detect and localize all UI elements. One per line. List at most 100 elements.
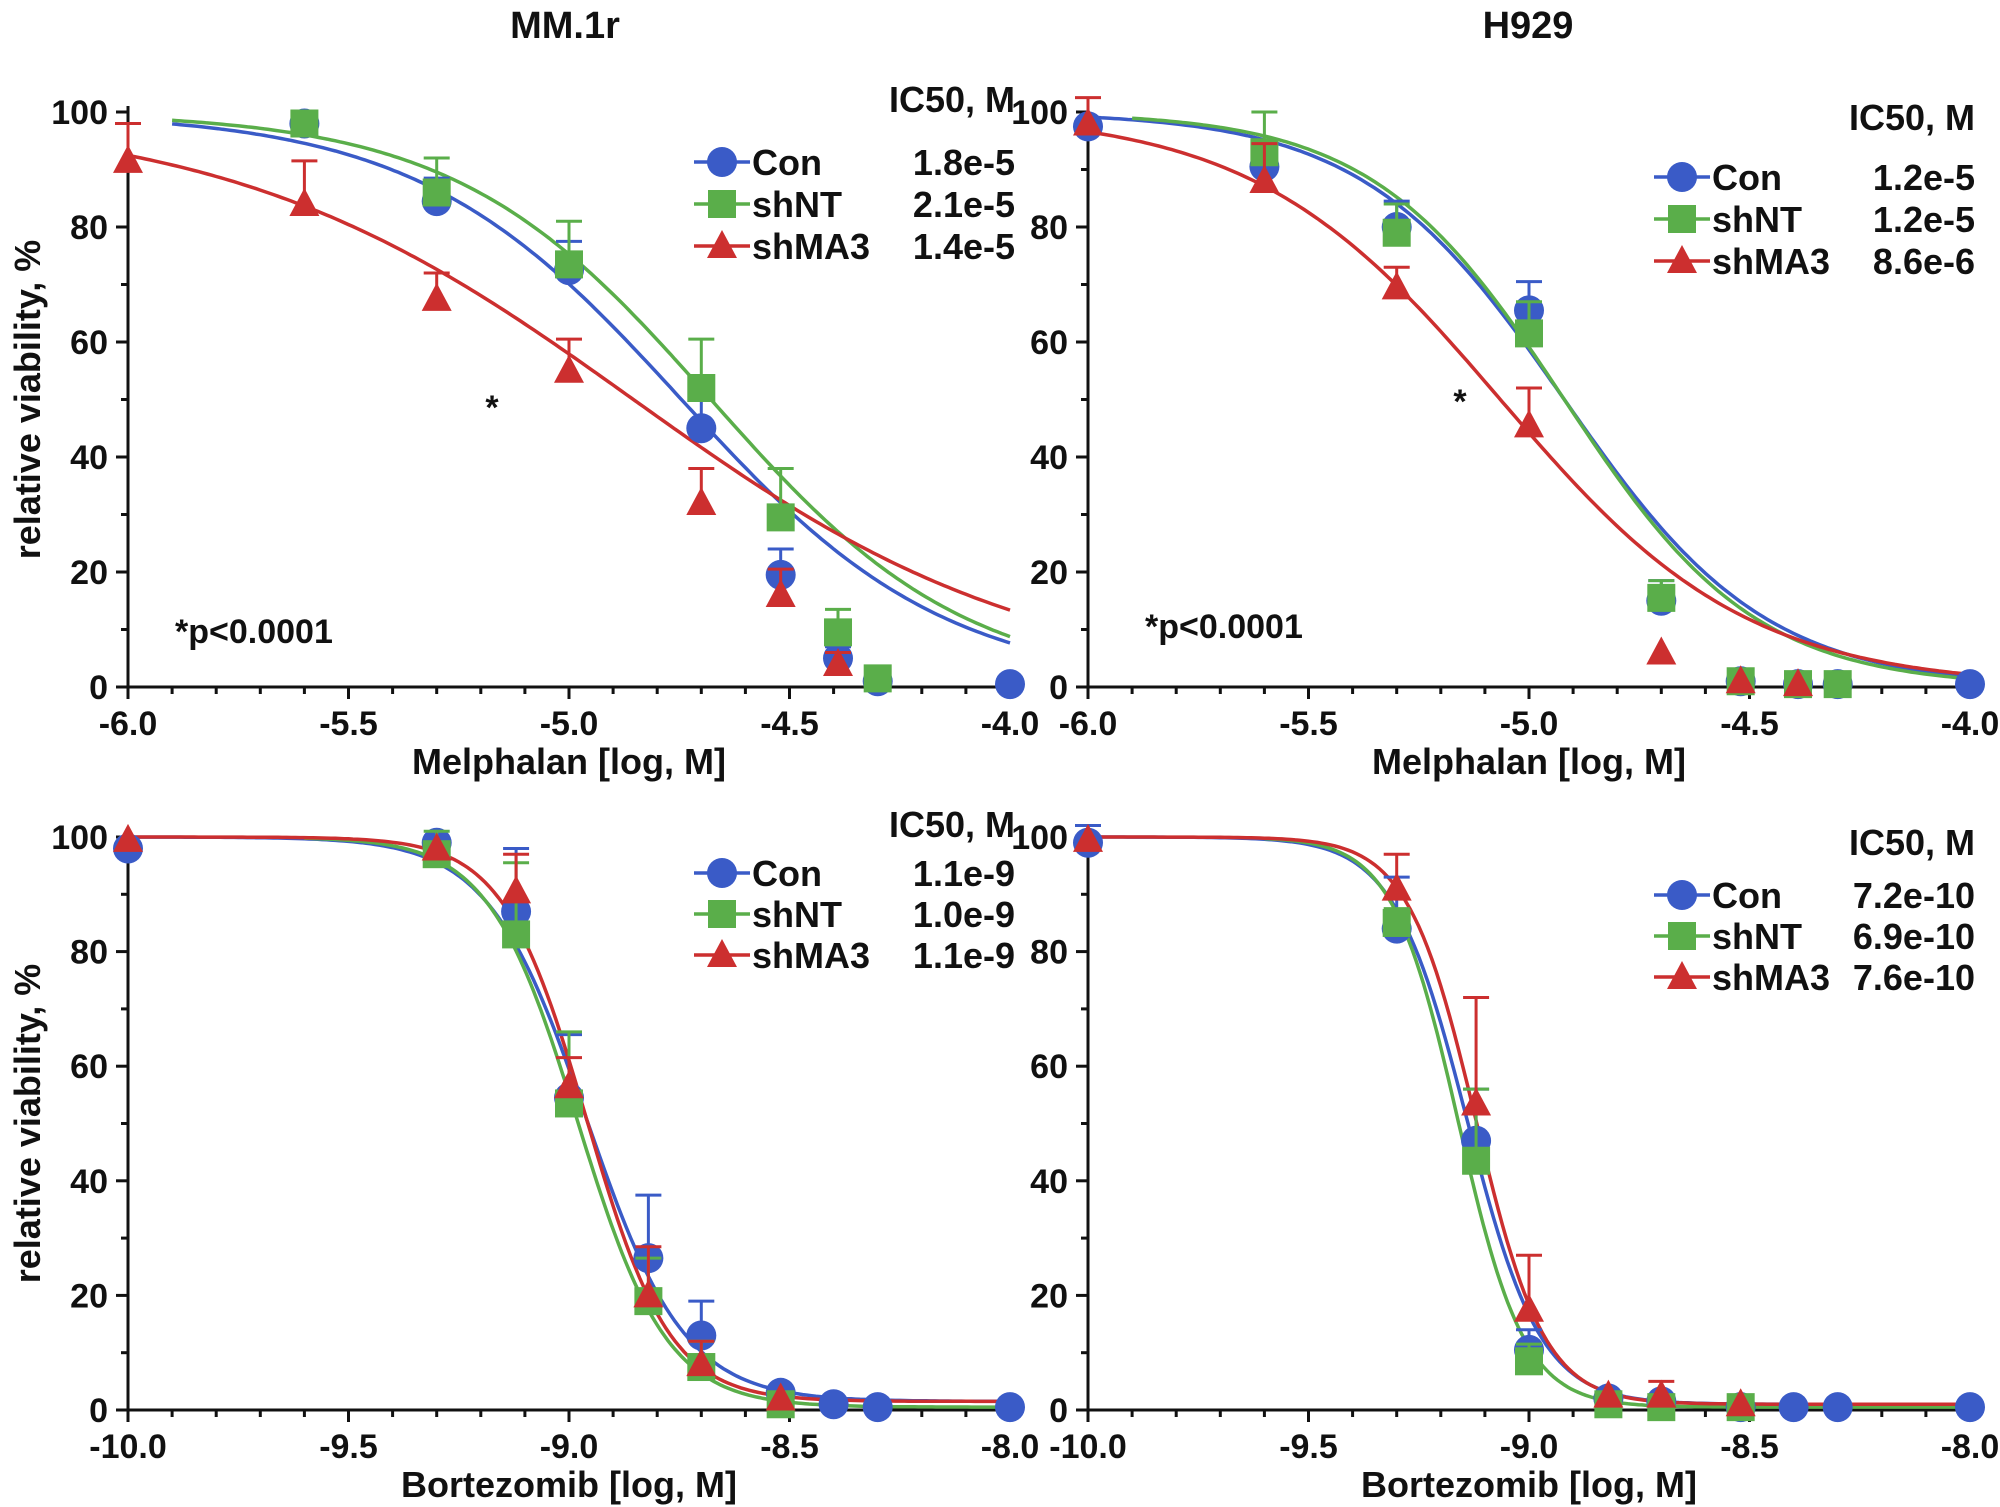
x-tick-label: -4.0	[1941, 705, 2000, 743]
data-point-shMA3	[1783, 668, 1814, 697]
data-point-Con	[1955, 669, 1985, 700]
legend-ic50-shMA3: 1.1e-9	[913, 935, 1015, 976]
legend-label-shMA3: shMA3	[752, 935, 870, 976]
panel-3: 0 20 40 60 80 100 -10.0 -9.5 -9.0 -8.5 -8.0 Bortezo…	[1011, 819, 1999, 1505]
panel-1: 0 20 40 60 80 100 -6.0 -5.5 -5.0 -4.5 -4.0 Melphala…	[1011, 94, 1999, 782]
data-point-shMA3	[765, 1382, 796, 1411]
x-tick-label: -4.5	[1720, 705, 1779, 743]
y-tick-label: 0	[1049, 669, 1068, 707]
data-point-Con	[818, 1389, 849, 1420]
data-point-shMA3	[1249, 165, 1280, 193]
y-tick-label: 20	[1030, 554, 1068, 592]
legend-ic50-Con: 1.8e-5	[913, 142, 1015, 183]
legend-ic50-Con: 7.2e-10	[1853, 875, 1975, 916]
data-point-shNT	[422, 178, 451, 207]
y-tick-label: 40	[70, 439, 108, 477]
data-point-shNT	[824, 618, 853, 647]
data-point-Con	[686, 1320, 717, 1351]
x-tick-label: -10.0	[89, 1428, 167, 1466]
data-point-shMA3	[765, 579, 796, 607]
data-point-shMA3	[1646, 636, 1677, 665]
y-tick-label: 0	[89, 1392, 108, 1430]
legend-marker-shNT	[708, 190, 736, 218]
legend-marker-shMA3	[1667, 245, 1697, 273]
y-tick-label: 20	[70, 1277, 108, 1315]
y-tick-label: 20	[70, 554, 108, 592]
data-point-shNT	[1382, 908, 1411, 937]
data-point-shMA3	[1461, 1087, 1492, 1116]
fit-curve-Con	[127, 835, 1010, 1404]
data-point-Con	[1778, 1392, 1809, 1423]
y-tick-label: 60	[1030, 1048, 1068, 1086]
data-point-Con	[995, 1392, 1025, 1423]
legend-label-shMA3: shMA3	[1712, 241, 1830, 282]
data-point-shNT	[1823, 670, 1852, 699]
y-tick-label: 60	[70, 324, 108, 362]
x-tick-label: -4.5	[760, 705, 819, 743]
x-axis-title: Melphalan [log, M]	[1372, 741, 1686, 782]
legend-marker-Con	[1667, 880, 1697, 910]
y-axis-title: relative viability, %	[7, 240, 48, 559]
legend-label-Con: Con	[1712, 875, 1782, 916]
data-point-shMA3	[686, 1348, 717, 1377]
y-tick-label: 100	[51, 819, 108, 857]
data-point-shNT	[687, 374, 716, 402]
x-tick-label: -9.0	[1500, 1428, 1559, 1466]
data-point-shMA3	[1646, 1379, 1677, 1408]
y-tick-label: 40	[1030, 439, 1068, 477]
data-point-shMA3	[1073, 823, 1103, 852]
data-point-Con	[862, 1392, 893, 1423]
legend-ic50-shNT: 1.0e-9	[913, 894, 1015, 935]
legend-marker-shNT	[1668, 922, 1696, 950]
data-point-shMA3	[1725, 1388, 1756, 1417]
x-tick-label: -9.5	[319, 1428, 378, 1466]
legend-marker-Con	[707, 147, 737, 177]
y-tick-label: 40	[70, 1163, 108, 1201]
x-axis-title: Bortezomib [log, M]	[401, 1464, 737, 1505]
x-tick-label: -5.0	[540, 705, 599, 743]
x-tick-label: -6.0	[99, 705, 158, 743]
legend-title: IC50, M	[1849, 822, 1975, 863]
significance-star: *	[1453, 383, 1467, 421]
significance-star: *	[485, 389, 499, 427]
data-point-Con	[1822, 1392, 1853, 1423]
panels: 0 20 40 60 80 100 -6.0 -5.5 -5.0 -4.5 -4.0 Melphala…	[7, 79, 1999, 1505]
data-point-shMA3	[113, 144, 143, 173]
fit-curve-shMA3	[128, 835, 1010, 1404]
x-tick-label: -5.5	[1279, 705, 1338, 743]
legend-title: IC50, M	[1849, 97, 1975, 138]
legend-label-shNT: shNT	[752, 184, 842, 225]
column-title-h929: H929	[1483, 5, 1574, 47]
data-point-shMA3	[554, 1070, 584, 1099]
y-tick-label: 80	[1030, 934, 1068, 972]
data-point-shMA3	[554, 354, 584, 383]
x-tick-label: -9.0	[540, 1428, 599, 1466]
panel-0: 0 20 40 60 80 100 -6.0 -5.5 -5.0 -4.5 -4.0 Melphala…	[7, 79, 1039, 782]
data-point-shMA3	[501, 875, 532, 904]
legend-marker-shNT	[1668, 205, 1696, 233]
fit-curve-shNT	[1131, 116, 1971, 681]
panel-2: 0 20 40 60 80 100 -10.0 -9.5 -9.0 -8.5 -8.0 Bortezo…	[7, 804, 1039, 1505]
y-tick-label: 40	[1030, 1163, 1068, 1201]
y-axis-title: relative viability, %	[7, 964, 48, 1283]
legend-label-shMA3: shMA3	[1712, 957, 1830, 998]
data-point-shMA3	[823, 648, 854, 676]
data-point-shNT	[1515, 1347, 1543, 1376]
legend-ic50-Con: 1.2e-5	[1873, 157, 1975, 198]
legend-title: IC50, M	[889, 804, 1015, 845]
data-point-shMA3	[1381, 271, 1412, 300]
column-title-mm1r: MM.1r	[510, 5, 620, 47]
x-tick-label: -10.0	[1049, 1428, 1127, 1466]
legend-ic50-shMA3: 8.6e-6	[1873, 241, 1975, 282]
data-point-shNT	[863, 664, 892, 693]
data-point-shNT	[1382, 218, 1411, 247]
x-tick-label: -6.0	[1059, 705, 1118, 743]
legend-label-shNT: shNT	[1712, 199, 1802, 240]
y-tick-label: 100	[51, 94, 108, 132]
data-point-shNT	[555, 250, 583, 279]
data-point-Con	[995, 669, 1025, 700]
y-tick-label: 20	[1030, 1277, 1068, 1315]
significance-annotation: *p<0.0001	[1145, 608, 1303, 646]
legend-label-Con: Con	[752, 142, 822, 183]
significance-annotation: *p<0.0001	[175, 613, 333, 651]
